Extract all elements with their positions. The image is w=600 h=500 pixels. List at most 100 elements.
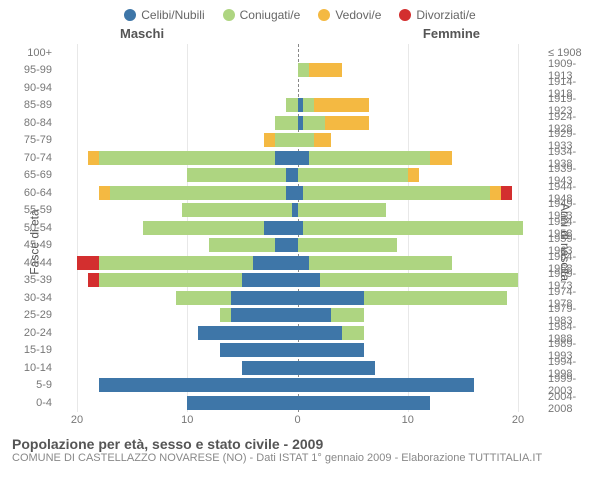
seg-single <box>275 238 297 252</box>
female-bar <box>298 238 397 252</box>
female-half <box>298 62 541 80</box>
seg-widowed <box>430 151 452 165</box>
female-bar <box>298 168 419 182</box>
seg-married <box>298 203 386 217</box>
female-bar <box>298 343 364 357</box>
legend-item-divorced: Divorziati/e <box>399 8 475 22</box>
plot-area: 100+≤ 190895-991909-191390-941914-191885… <box>55 44 540 412</box>
seg-married <box>275 116 297 130</box>
female-bar <box>298 221 524 235</box>
gender-headers: Maschi Femmine <box>0 26 600 44</box>
female-bar <box>298 63 342 77</box>
female-half <box>298 254 541 272</box>
seg-single <box>253 256 297 270</box>
seg-married <box>275 133 297 147</box>
male-half <box>55 359 298 377</box>
seg-single <box>298 396 430 410</box>
age-label: 30-34 <box>0 292 52 304</box>
female-bar <box>298 98 370 112</box>
x-tick: 10 <box>402 414 414 426</box>
age-label: 85-89 <box>0 99 52 111</box>
age-row: 0-42004-2008 <box>55 394 540 412</box>
age-label: 65-69 <box>0 169 52 181</box>
seg-married <box>298 238 397 252</box>
male-bar <box>176 291 297 305</box>
male-half <box>55 114 298 132</box>
seg-single <box>231 291 297 305</box>
female-bar <box>298 273 518 287</box>
single-label: Celibi/Nubili <box>141 8 204 22</box>
female-half <box>298 342 541 360</box>
female-half <box>298 324 541 342</box>
single-swatch <box>124 9 136 21</box>
x-axis: 010102020 <box>55 414 540 430</box>
male-half <box>55 237 298 255</box>
male-bar <box>242 361 297 375</box>
seg-married <box>209 238 275 252</box>
age-label: 45-49 <box>0 239 52 251</box>
male-half <box>55 272 298 290</box>
legend: Celibi/Nubili Coniugati/e Vedovi/e Divorzia… <box>0 0 600 26</box>
female-bar <box>298 308 364 322</box>
male-half <box>55 254 298 272</box>
x-tick: 10 <box>181 414 193 426</box>
female-half <box>298 184 541 202</box>
seg-single <box>298 378 474 392</box>
seg-married <box>298 133 315 147</box>
seg-widowed <box>99 186 110 200</box>
age-label: 40-44 <box>0 257 52 269</box>
male-bar <box>182 203 298 217</box>
male-half <box>55 184 298 202</box>
male-half <box>55 289 298 307</box>
seg-married <box>303 98 314 112</box>
female-half <box>298 97 541 115</box>
age-label: 55-59 <box>0 204 52 216</box>
female-bar <box>298 151 452 165</box>
age-label: 20-24 <box>0 327 52 339</box>
male-half <box>55 377 298 395</box>
seg-widowed <box>309 63 342 77</box>
legend-item-married: Coniugati/e <box>223 8 301 22</box>
seg-married <box>187 168 286 182</box>
chart-footer: Popolazione per età, sesso e stato civil… <box>0 430 600 464</box>
seg-married <box>303 221 523 235</box>
male-bar <box>99 378 297 392</box>
female-half <box>298 79 541 97</box>
seg-single <box>286 186 297 200</box>
seg-married <box>320 273 518 287</box>
seg-married <box>298 63 309 77</box>
female-bar <box>298 256 452 270</box>
female-half <box>298 202 541 220</box>
female-half <box>298 132 541 150</box>
seg-married <box>176 291 231 305</box>
female-bar <box>298 326 364 340</box>
seg-single <box>99 378 297 392</box>
female-bar <box>298 396 430 410</box>
seg-married <box>309 151 430 165</box>
female-bar <box>298 361 375 375</box>
age-label: 70-74 <box>0 152 52 164</box>
seg-single <box>298 308 331 322</box>
female-bar <box>298 116 370 130</box>
chart-subtitle: COMUNE DI CASTELLAZZO NOVARESE (NO) - Da… <box>12 452 590 464</box>
seg-single <box>242 361 297 375</box>
seg-widowed <box>314 98 369 112</box>
seg-single <box>231 308 297 322</box>
legend-item-widowed: Vedovi/e <box>318 8 381 22</box>
male-bar <box>187 396 297 410</box>
female-half <box>298 307 541 325</box>
seg-single <box>264 221 297 235</box>
male-bar <box>264 133 297 147</box>
seg-single <box>220 343 297 357</box>
female-half <box>298 167 541 185</box>
male-bar <box>99 186 297 200</box>
seg-single <box>298 343 364 357</box>
age-row: 5-91999-2003 <box>55 377 540 395</box>
divorced-swatch <box>399 9 411 21</box>
male-bar <box>187 168 297 182</box>
male-half <box>55 44 298 62</box>
age-label: 80-84 <box>0 117 52 129</box>
female-bar <box>298 291 507 305</box>
seg-married <box>364 291 507 305</box>
female-half <box>298 149 541 167</box>
